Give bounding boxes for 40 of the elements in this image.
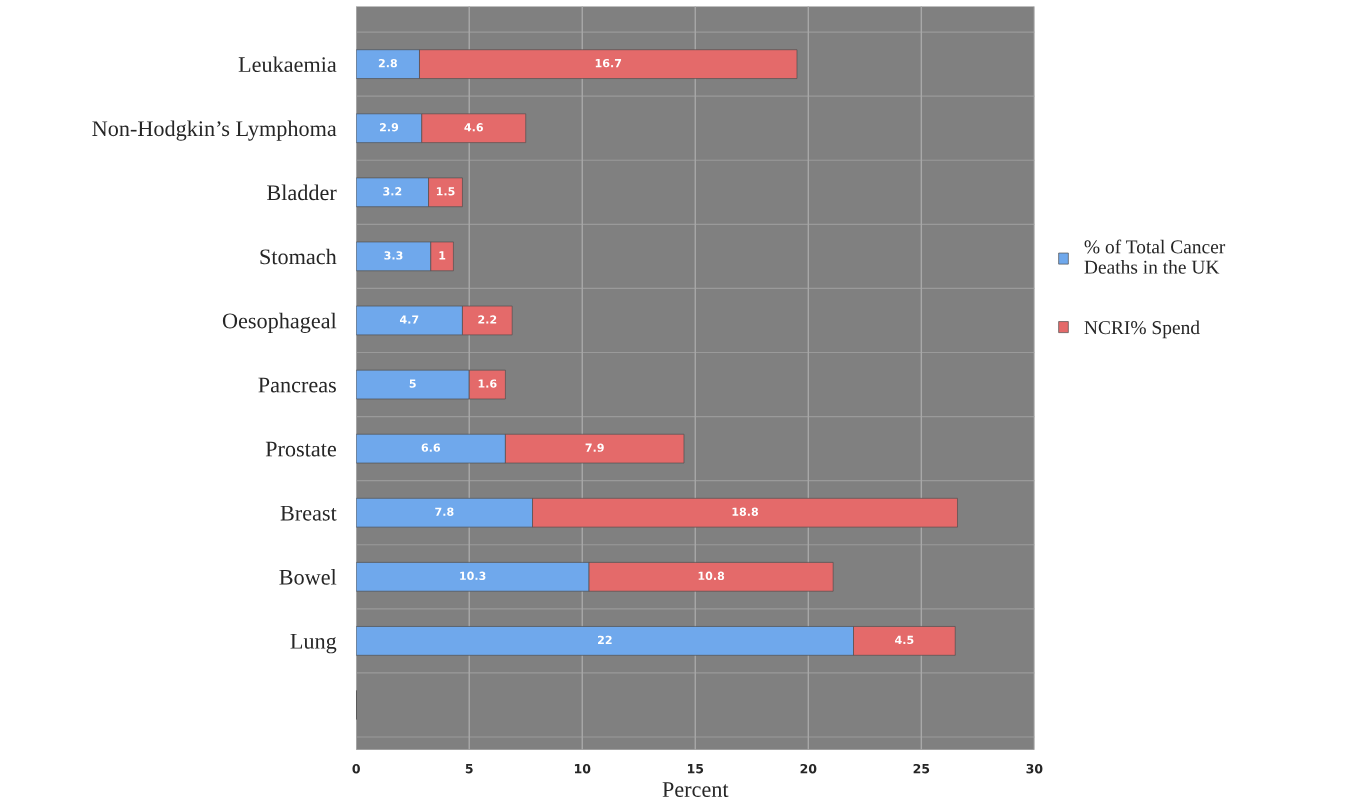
y-tick-label: Bowel [279,569,337,585]
data-label: 2.8 [378,58,397,68]
data-label: 10.8 [698,571,725,581]
y-tick-label: Non-Hodgkin’s Lymphoma [92,120,337,141]
data-label: 22 [598,635,612,644]
x-tick-label: 30 [1026,763,1043,774]
data-label: 10.3 [460,571,486,581]
x-tick-label: 0 [352,763,360,774]
legend-label: NCRI% Spend [1084,320,1200,339]
x-axis-title: Percent [662,782,729,797]
data-label: 1 [439,251,446,260]
data-label: 4.7 [399,315,419,324]
data-label: 2.9 [380,123,399,132]
x-tick-label: 15 [687,764,704,774]
x-tick-label: 25 [913,763,930,774]
y-tick-label: Leukaemia [238,56,337,73]
data-label: 5 [409,379,416,388]
x-tick-label: 5 [465,764,473,774]
y-tick-label: Breast [280,505,337,521]
data-label: 3.2 [383,187,402,196]
y-tick-label: Bladder [267,184,337,201]
y-tick-label: Stomach [260,248,337,265]
data-label: 4.6 [464,123,483,132]
data-label: 7.8 [435,507,454,516]
y-tick-label: Pancreas [258,377,336,393]
data-label: 3.3 [384,251,403,260]
data-label: 7.9 [585,443,604,452]
data-label: 2.2 [478,315,497,324]
data-label: 6.6 [421,443,441,452]
data-label: 1.5 [436,187,455,196]
x-tick-label: 20 [800,763,817,774]
y-tick-label: Oesophageal [222,312,337,333]
y-tick-label: Lung [290,634,337,654]
legend-label: % of Total Cancer Deaths in the UK [1084,239,1226,274]
data-label: 18.8 [732,507,759,516]
data-label: 16.7 [595,58,622,68]
data-label: 4.5 [895,635,914,645]
data-label: 1.6 [478,379,497,388]
y-tick-label: Prostate [265,441,336,457]
x-tick-label: 10 [574,763,591,774]
